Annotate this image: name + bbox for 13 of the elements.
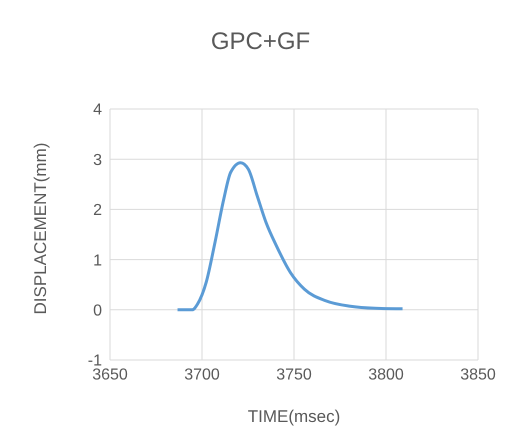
y-tick-label: 4 bbox=[93, 102, 102, 119]
y-tick-label: 1 bbox=[93, 252, 102, 270]
x-tick-label: 3850 bbox=[460, 366, 496, 384]
x-tick-label: 3800 bbox=[368, 366, 404, 384]
x-axis-title: TIME(msec) bbox=[248, 407, 340, 426]
y-axis-title: DISPLACEMENT(mm) bbox=[31, 142, 50, 314]
y-tick-label: 2 bbox=[93, 202, 102, 220]
chart-title: GPC+GF bbox=[210, 28, 312, 56]
x-tick-label: 3750 bbox=[276, 366, 312, 384]
line-series bbox=[176, 161, 404, 312]
x-tick-label: 3700 bbox=[184, 366, 220, 384]
y-tick-label: 3 bbox=[93, 152, 102, 169]
y-tick-label: 0 bbox=[93, 302, 102, 320]
